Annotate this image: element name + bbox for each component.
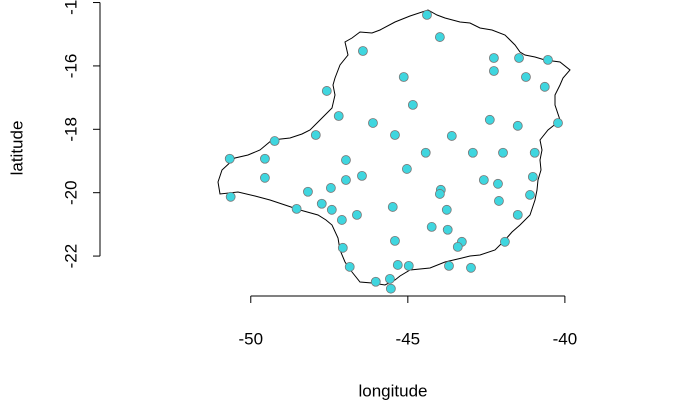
point	[521, 72, 531, 82]
y-tick-label: -22	[61, 244, 80, 269]
point	[316, 198, 327, 209]
point	[499, 236, 510, 247]
point	[426, 222, 437, 232]
point	[403, 260, 414, 271]
point	[370, 276, 381, 287]
y-axis-label: latitude	[7, 121, 26, 176]
point	[494, 196, 504, 206]
point	[385, 283, 396, 294]
y-tick-label: -16	[61, 54, 80, 79]
point	[434, 189, 445, 199]
point	[336, 215, 347, 225]
x-tick-label: -45	[396, 329, 421, 348]
point	[484, 114, 495, 125]
x-tick-label: -40	[553, 329, 578, 348]
y-tick-label: -20	[61, 180, 80, 205]
point	[420, 147, 431, 158]
point	[291, 203, 302, 214]
point	[260, 172, 270, 183]
point	[512, 120, 523, 131]
point	[260, 153, 270, 164]
point	[498, 147, 508, 158]
point	[407, 99, 418, 110]
point	[341, 155, 351, 165]
point	[269, 136, 280, 146]
point	[368, 118, 378, 128]
point	[527, 171, 538, 182]
point	[392, 260, 403, 270]
point	[478, 175, 489, 185]
point	[321, 86, 332, 96]
point	[446, 131, 457, 141]
point	[442, 224, 453, 235]
point	[390, 130, 400, 140]
point	[310, 130, 321, 140]
point	[333, 111, 344, 121]
point	[224, 153, 235, 164]
point	[398, 72, 409, 82]
point	[452, 241, 463, 252]
x-axis-label: longitude	[358, 381, 427, 400]
point	[337, 242, 348, 253]
point	[401, 164, 412, 174]
point	[387, 202, 398, 212]
map-outline	[217, 9, 571, 286]
point	[441, 204, 452, 215]
point	[385, 273, 395, 284]
point	[357, 170, 367, 181]
point	[539, 81, 550, 92]
point	[390, 235, 400, 246]
point	[529, 147, 540, 158]
point	[512, 209, 523, 220]
y-tick-label: -18	[61, 117, 80, 142]
point	[326, 204, 337, 215]
x-tick-label: -50	[238, 329, 263, 348]
point	[434, 32, 445, 42]
point	[344, 261, 355, 272]
point	[514, 53, 524, 63]
point	[543, 54, 553, 65]
point	[341, 175, 351, 185]
point	[303, 186, 313, 197]
point	[553, 118, 563, 128]
point	[352, 209, 362, 220]
point	[467, 147, 478, 158]
point	[225, 191, 236, 202]
point	[422, 9, 432, 20]
y-tick-label: -14	[61, 0, 80, 15]
point	[488, 53, 499, 63]
point	[325, 183, 336, 193]
point	[488, 66, 499, 76]
point	[466, 262, 476, 273]
point	[358, 46, 368, 56]
point	[525, 190, 535, 200]
point	[493, 178, 503, 189]
point	[444, 260, 454, 271]
